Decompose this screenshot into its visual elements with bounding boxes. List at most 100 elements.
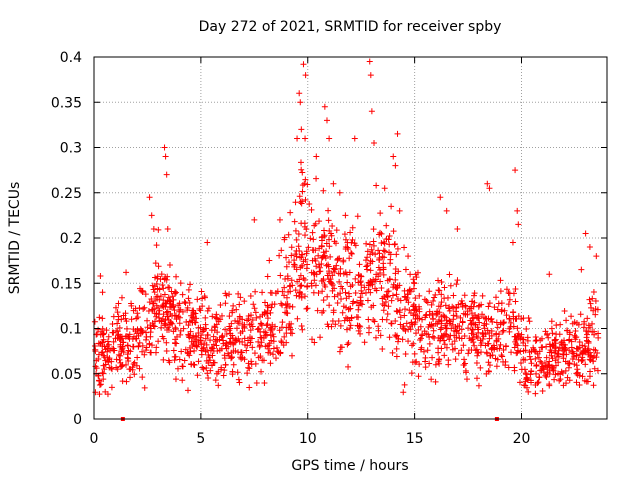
data-point — [508, 349, 515, 356]
data-point — [260, 357, 267, 364]
data-point — [506, 290, 513, 297]
data-point — [367, 257, 374, 264]
data-point — [380, 247, 387, 254]
data-point — [416, 308, 423, 315]
data-point — [443, 344, 450, 351]
data-point — [367, 267, 374, 274]
data-point — [470, 319, 477, 326]
data-point — [115, 351, 122, 358]
data-point — [155, 304, 162, 311]
data-point — [373, 287, 380, 294]
data-point — [283, 263, 290, 270]
data-point — [92, 348, 99, 355]
data-point — [190, 311, 197, 318]
data-point — [537, 358, 544, 365]
data-point — [501, 307, 508, 314]
data-point — [351, 135, 358, 142]
data-point — [451, 327, 458, 334]
data-point — [445, 361, 452, 368]
data-point — [122, 310, 129, 317]
data-point — [592, 297, 599, 304]
data-point — [266, 340, 273, 347]
data-point — [228, 320, 235, 327]
data-point — [362, 289, 369, 296]
data-point — [338, 283, 345, 290]
data-point — [390, 228, 397, 235]
data-point — [176, 320, 183, 327]
data-point — [117, 352, 124, 359]
data-point — [331, 266, 338, 273]
data-point — [381, 254, 388, 261]
data-point — [187, 328, 194, 335]
data-point — [139, 348, 146, 355]
data-point — [193, 315, 200, 322]
data-point — [120, 349, 127, 356]
data-point — [328, 323, 335, 330]
data-point — [339, 309, 346, 316]
data-point — [469, 326, 476, 333]
data-point — [208, 345, 215, 352]
data-point — [488, 345, 495, 352]
data-point — [185, 295, 192, 302]
data-point — [149, 306, 156, 313]
data-point — [523, 374, 530, 381]
data-point — [457, 301, 464, 308]
data-point — [316, 264, 323, 271]
data-point — [289, 303, 296, 310]
data-point — [210, 359, 217, 366]
data-point — [351, 240, 358, 247]
data-point — [507, 323, 514, 330]
data-point — [264, 315, 271, 322]
data-point — [429, 322, 436, 329]
data-point — [119, 363, 126, 370]
data-point — [281, 333, 288, 340]
data-point — [438, 299, 445, 306]
data-point — [584, 315, 591, 322]
data-point — [274, 348, 281, 355]
data-point — [457, 314, 464, 321]
data-point — [465, 325, 472, 332]
data-point — [357, 323, 364, 330]
y-tick-label: 0 — [73, 412, 82, 428]
data-point — [496, 331, 503, 338]
data-point — [275, 349, 282, 356]
data-point — [342, 246, 349, 253]
data-point — [113, 356, 120, 363]
data-point — [368, 246, 375, 253]
data-point — [281, 292, 288, 299]
data-point — [133, 362, 140, 369]
data-point — [355, 302, 362, 309]
data-point — [381, 185, 388, 192]
data-point — [494, 324, 501, 331]
data-point — [506, 328, 513, 335]
data-point — [505, 301, 512, 308]
data-point — [259, 289, 266, 296]
data-point — [172, 326, 179, 333]
data-point — [319, 309, 326, 316]
data-point — [579, 349, 586, 356]
data-point — [287, 288, 294, 295]
data-point — [378, 285, 385, 292]
data-point — [278, 338, 285, 345]
data-point — [345, 363, 352, 370]
data-point — [189, 334, 196, 341]
data-point — [287, 209, 294, 216]
data-point — [276, 252, 283, 259]
data-point — [336, 189, 343, 196]
data-point — [213, 342, 220, 349]
data-point — [368, 108, 375, 115]
data-point — [100, 370, 107, 377]
data-point — [296, 193, 303, 200]
data-point — [170, 347, 177, 354]
data-point — [286, 303, 293, 310]
data-point — [147, 349, 154, 356]
data-point — [566, 360, 573, 367]
data-point — [341, 231, 348, 238]
data-point — [511, 364, 518, 371]
data-point — [502, 343, 509, 350]
data-point — [454, 225, 461, 232]
data-point — [144, 324, 151, 331]
data-point — [371, 139, 378, 146]
data-point — [176, 356, 183, 363]
data-point — [411, 280, 418, 287]
